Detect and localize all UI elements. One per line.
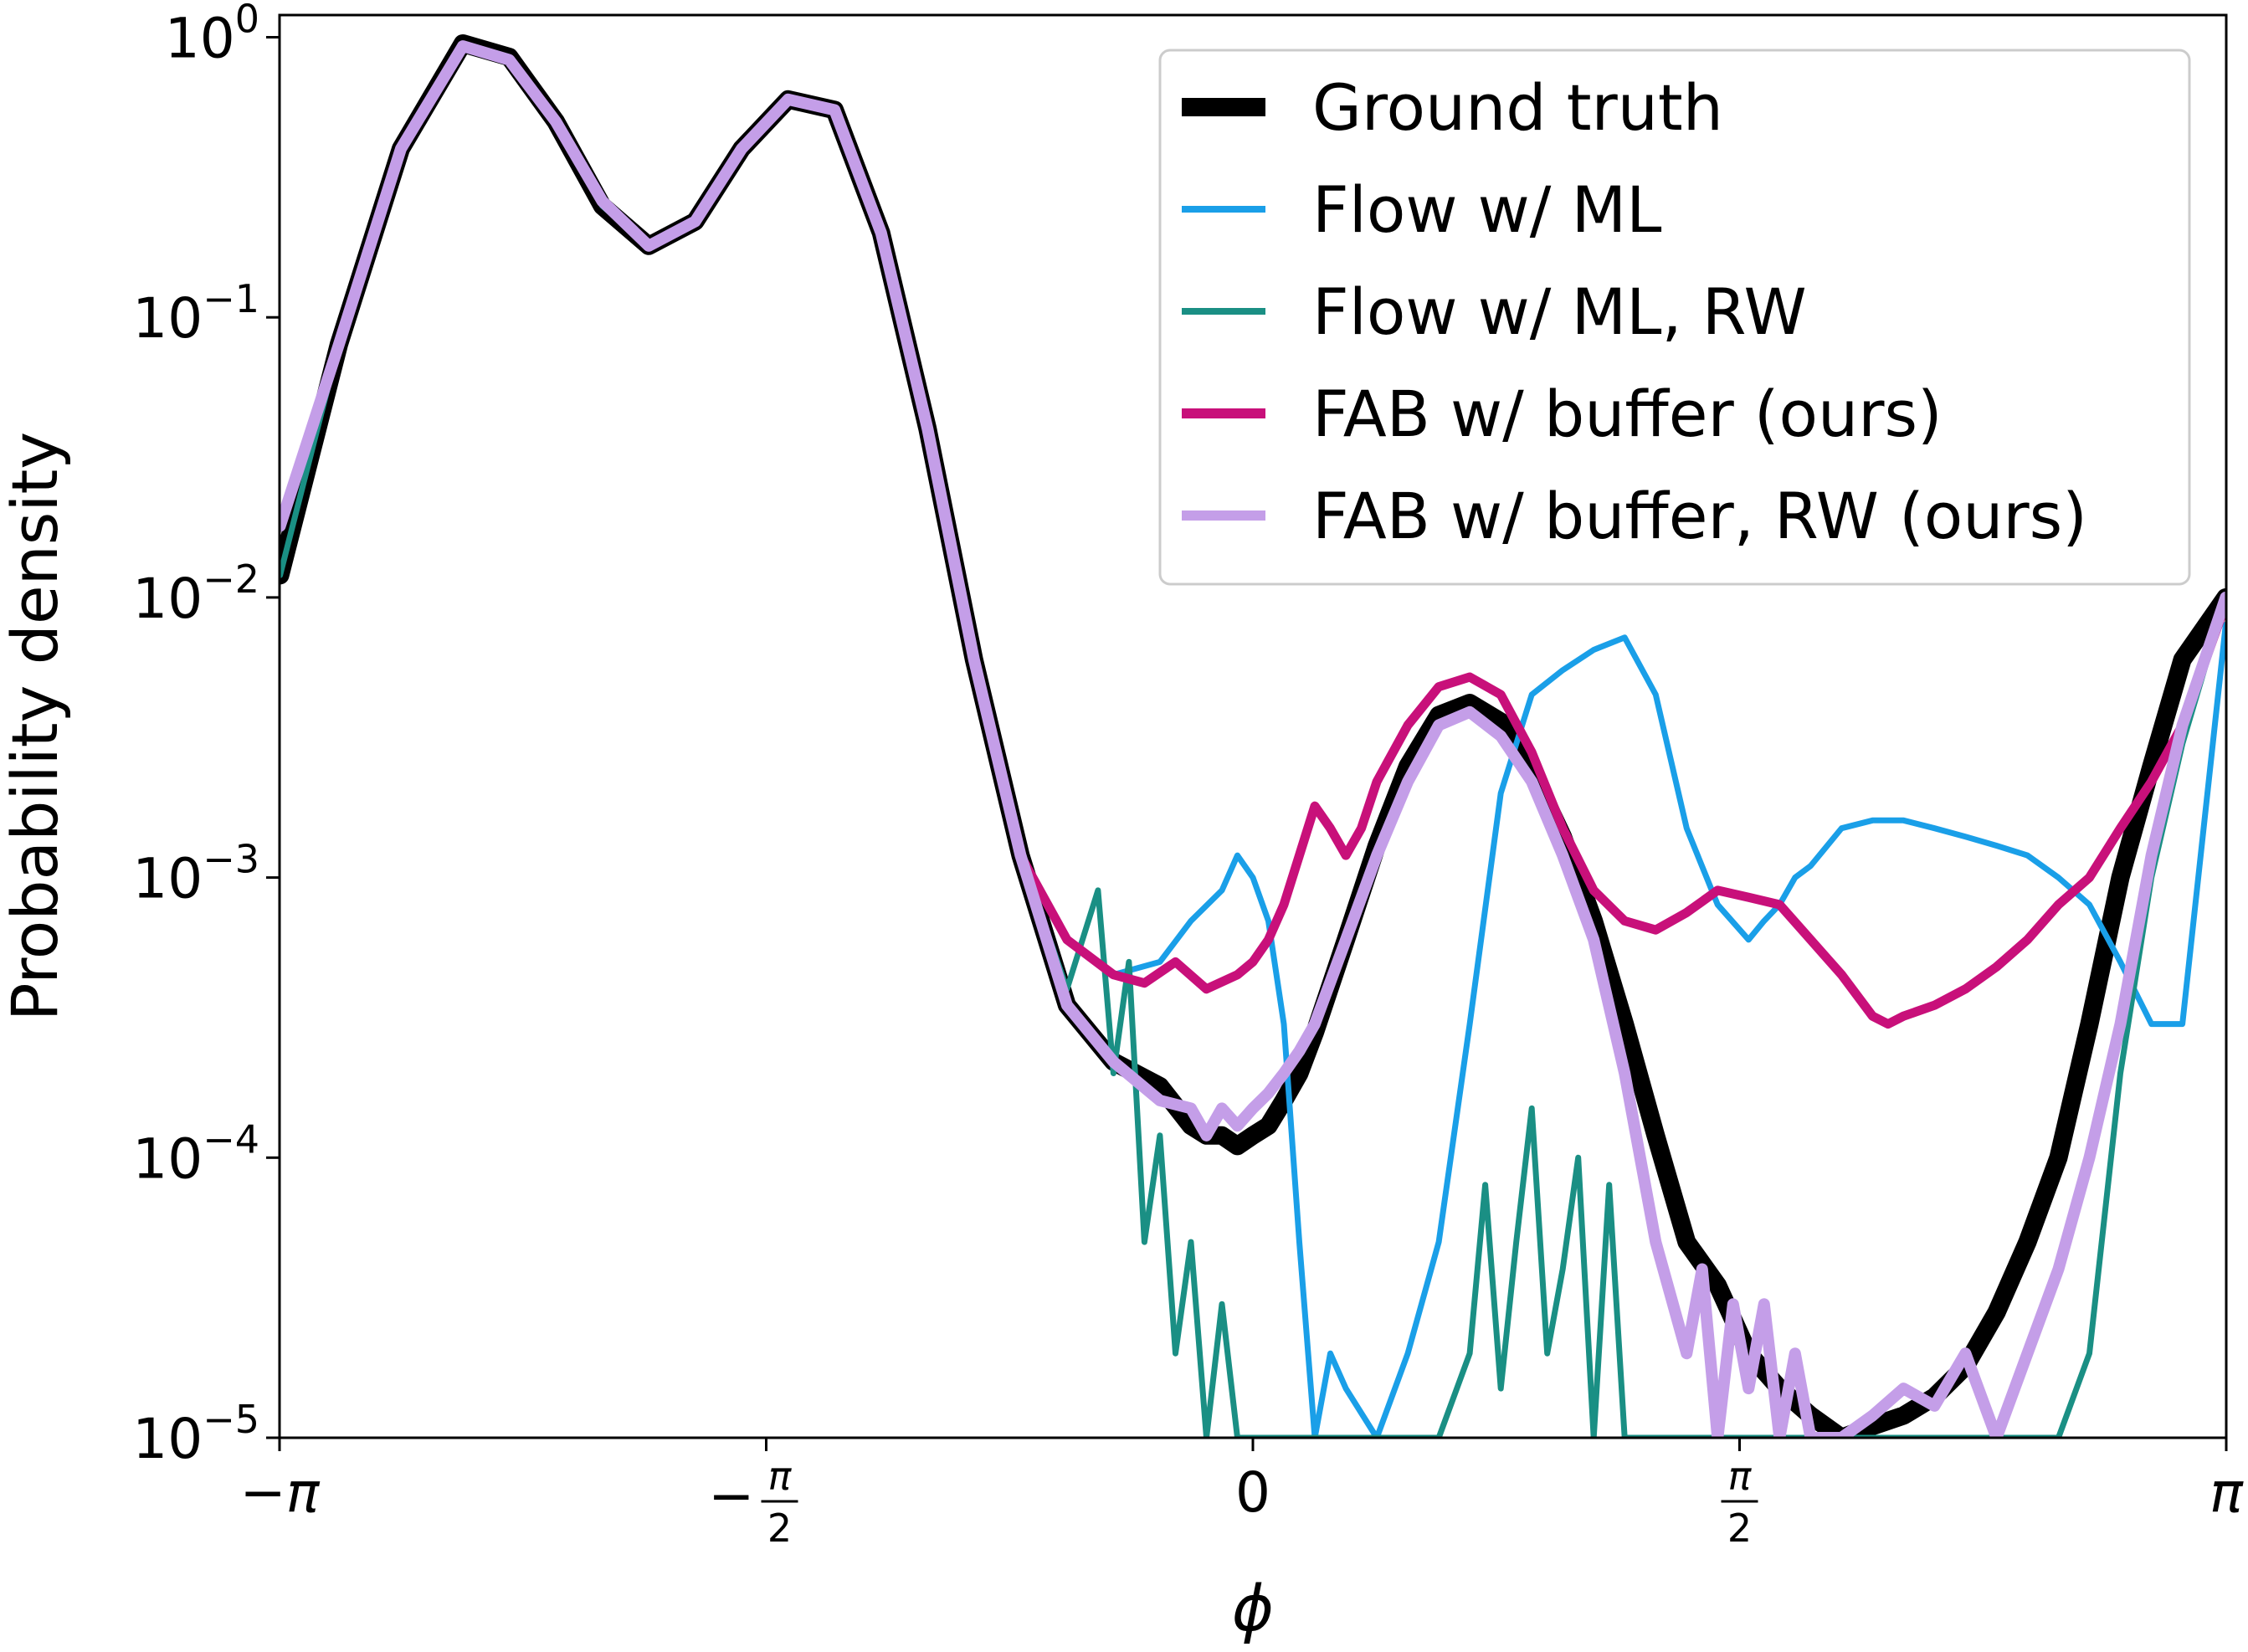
series-layer bbox=[280, 34, 2226, 1438]
svg-text:π: π bbox=[768, 1454, 793, 1499]
legend: Ground truth Flow w/ ML Flow w/ ML, RW FAB … bbox=[1158, 49, 2191, 586]
y-tick-label: 10−5 bbox=[132, 1397, 259, 1471]
x-tick-label: − π 2 bbox=[708, 1454, 798, 1551]
legend-label-fab-w-buffer-ours: FAB w/ buffer (ours) bbox=[1312, 377, 1943, 451]
svg-text:−: − bbox=[708, 1464, 754, 1528]
y-tick-label: 10−4 bbox=[132, 1116, 259, 1191]
y-tick-label: 10−1 bbox=[132, 276, 259, 351]
legend-label-flow-w-ml: Flow w/ ML bbox=[1312, 172, 1661, 247]
y-tick-label: 100 bbox=[165, 0, 259, 71]
y-tick-label: 10−3 bbox=[132, 837, 259, 911]
x-tick-label: 0 bbox=[1235, 1460, 1270, 1525]
y-tick-label: 10−2 bbox=[132, 557, 259, 631]
x-axis-label: ϕ bbox=[1232, 1571, 1274, 1645]
legend-frame bbox=[1158, 49, 2191, 586]
legend-label-fab-w-buffer-rw-ours: FAB w/ buffer, RW (ours) bbox=[1312, 479, 2087, 553]
svg-text:π: π bbox=[1728, 1454, 1753, 1499]
y-axis-label: Probability density bbox=[0, 432, 72, 1022]
series-line-fab-w-buffer-rw-ours bbox=[280, 40, 2226, 1438]
svg-text:2: 2 bbox=[767, 1506, 792, 1551]
x-tick-label: π bbox=[2210, 1460, 2244, 1525]
x-tick-label: −π bbox=[239, 1460, 320, 1525]
x-tick-label: π2 bbox=[1721, 1454, 1758, 1551]
legend-label-flow-w-ml-rw: Flow w/ ML, RW bbox=[1312, 274, 1807, 349]
legend-label-ground-truth: Ground truth bbox=[1312, 70, 1723, 145]
svg-text:2: 2 bbox=[1727, 1506, 1752, 1551]
